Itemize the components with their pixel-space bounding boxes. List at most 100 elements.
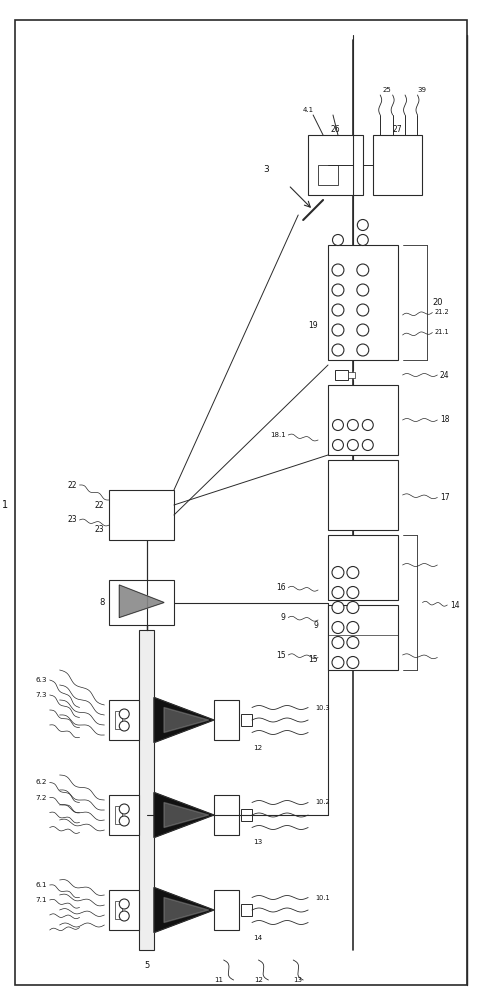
- Text: 16: 16: [276, 583, 286, 592]
- Text: 17: 17: [440, 493, 449, 502]
- Polygon shape: [119, 585, 164, 617]
- Circle shape: [347, 440, 358, 450]
- Bar: [115, 711, 122, 729]
- Bar: [328, 605, 398, 670]
- Bar: [328, 385, 398, 455]
- Text: 22: 22: [68, 481, 77, 489]
- Polygon shape: [164, 802, 209, 828]
- Text: 6.2: 6.2: [36, 780, 47, 786]
- Circle shape: [332, 344, 344, 356]
- Text: 15: 15: [309, 656, 318, 664]
- Bar: [241, 714, 252, 726]
- Text: 18.1: 18.1: [270, 432, 286, 438]
- Bar: [335, 370, 348, 380]
- Text: 5: 5: [144, 960, 149, 970]
- Circle shape: [357, 284, 369, 296]
- Circle shape: [332, 420, 343, 430]
- Bar: [241, 904, 252, 916]
- Polygon shape: [154, 888, 214, 932]
- Circle shape: [119, 804, 129, 814]
- Bar: [109, 490, 174, 540]
- Polygon shape: [164, 898, 209, 922]
- Circle shape: [119, 911, 129, 921]
- Text: 8: 8: [99, 598, 104, 607]
- Text: 23: 23: [68, 516, 77, 524]
- Text: 10.2: 10.2: [316, 800, 331, 806]
- Circle shape: [119, 899, 129, 909]
- Circle shape: [119, 721, 129, 731]
- Text: 25: 25: [383, 87, 392, 93]
- Polygon shape: [154, 698, 214, 742]
- Bar: [318, 165, 338, 185]
- Text: 21.1: 21.1: [435, 330, 449, 336]
- Bar: [214, 795, 239, 835]
- Circle shape: [332, 621, 344, 634]
- Text: 18: 18: [440, 416, 449, 424]
- Text: 39: 39: [417, 87, 426, 93]
- Text: 7.3: 7.3: [36, 692, 47, 698]
- Bar: [348, 372, 355, 378]
- Text: 6.3: 6.3: [36, 677, 47, 683]
- Text: 26: 26: [331, 125, 340, 134]
- Circle shape: [362, 440, 373, 450]
- Circle shape: [357, 324, 369, 336]
- Circle shape: [332, 234, 343, 245]
- Text: 27: 27: [393, 125, 403, 134]
- Circle shape: [347, 637, 359, 648]
- Text: 13: 13: [253, 840, 263, 846]
- Text: 6.1: 6.1: [36, 882, 47, 888]
- Text: 9: 9: [313, 620, 318, 630]
- Polygon shape: [164, 708, 209, 732]
- Circle shape: [332, 324, 344, 336]
- Circle shape: [332, 284, 344, 296]
- Circle shape: [332, 586, 344, 598]
- Text: 14: 14: [450, 600, 459, 609]
- Circle shape: [357, 344, 369, 356]
- Text: 12: 12: [254, 977, 263, 983]
- Bar: [328, 460, 398, 530]
- Text: 7.2: 7.2: [36, 794, 47, 800]
- Text: 13: 13: [294, 977, 303, 983]
- Text: 1: 1: [2, 500, 8, 510]
- Circle shape: [347, 586, 359, 598]
- Circle shape: [347, 420, 358, 430]
- Text: 15: 15: [276, 650, 286, 660]
- Bar: [109, 795, 139, 835]
- Bar: [109, 700, 139, 740]
- Circle shape: [332, 304, 344, 316]
- Bar: [241, 809, 252, 821]
- Text: 4.1: 4.1: [303, 107, 314, 113]
- Circle shape: [347, 566, 359, 578]
- Circle shape: [332, 566, 344, 578]
- Text: 20: 20: [432, 298, 443, 307]
- Text: 9: 9: [281, 613, 286, 622]
- Bar: [214, 700, 239, 740]
- Bar: [115, 806, 122, 824]
- Text: 23: 23: [95, 526, 104, 534]
- Bar: [115, 901, 122, 919]
- Bar: [328, 535, 398, 600]
- Text: 10.1: 10.1: [316, 894, 330, 900]
- Circle shape: [362, 420, 373, 430]
- Circle shape: [357, 304, 369, 316]
- Circle shape: [332, 656, 344, 668]
- Text: 19: 19: [309, 320, 318, 330]
- Text: 10.3: 10.3: [316, 704, 330, 710]
- Circle shape: [332, 264, 344, 276]
- Text: 3: 3: [263, 165, 269, 174]
- Text: 14: 14: [253, 934, 263, 940]
- Text: 22: 22: [95, 500, 104, 510]
- Text: 11: 11: [214, 977, 223, 983]
- Circle shape: [332, 637, 344, 648]
- Circle shape: [332, 601, 344, 613]
- Bar: [308, 135, 363, 195]
- Circle shape: [357, 264, 369, 276]
- Circle shape: [347, 621, 359, 634]
- Circle shape: [357, 220, 368, 231]
- Bar: [109, 890, 139, 930]
- Circle shape: [332, 440, 343, 450]
- Bar: [139, 630, 154, 950]
- Text: 7.1: 7.1: [36, 897, 47, 903]
- Text: 24: 24: [440, 370, 449, 379]
- Text: 12: 12: [253, 744, 263, 750]
